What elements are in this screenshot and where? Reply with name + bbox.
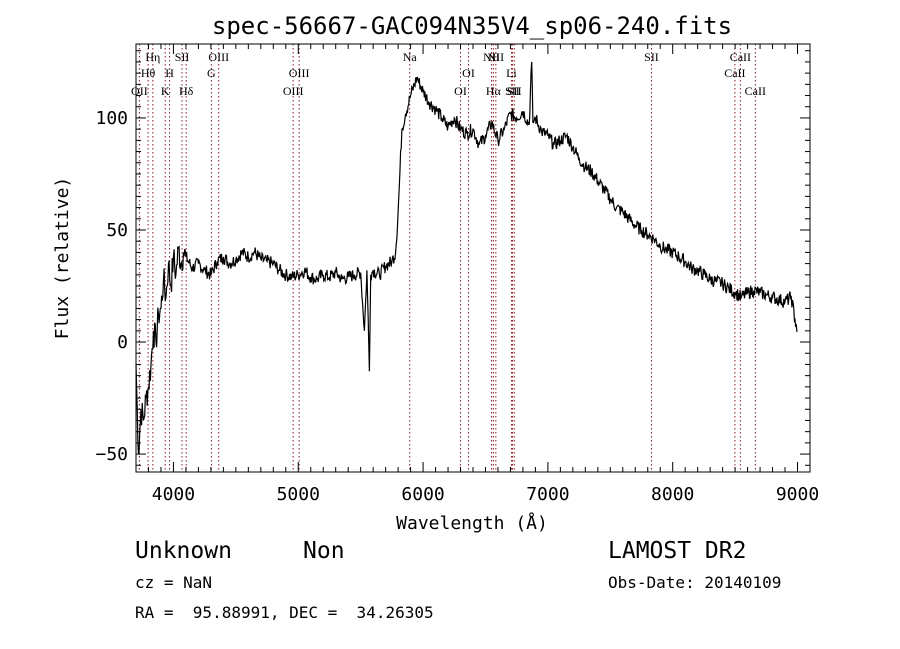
line-marker-label: SII: [505, 84, 520, 98]
y-tick-label: 50: [106, 220, 128, 241]
line-marker-label: Li: [506, 66, 517, 80]
line-marker-label: SII: [644, 50, 659, 64]
line-marker-label: OIII: [289, 66, 310, 80]
line-marker-label: CaII: [724, 66, 745, 80]
spectral-line-labels: OIIHθHηKHSIIHδGOIIIOIIIOIIINaOIOINIIHαNI…: [131, 50, 766, 98]
line-marker-label: NII: [483, 50, 500, 64]
line-marker-label: CaII: [745, 84, 766, 98]
line-marker-label: OI: [454, 84, 467, 98]
y-tick-label: 0: [117, 332, 128, 353]
line-marker-label: OIII: [208, 50, 229, 64]
line-marker-label: Hθ: [141, 66, 156, 80]
subclass-label: Non: [303, 538, 345, 564]
axis-tick-labels: 4000 5000 6000 7000 8000 9000 −50 0 50 100: [95, 108, 819, 505]
y-axis-label: Flux (relative): [52, 177, 73, 340]
x-tick-label: 7000: [526, 484, 569, 505]
line-marker-label: Hδ: [179, 84, 194, 98]
x-tick-label: 8000: [651, 484, 694, 505]
line-marker-label: Hα: [486, 84, 502, 98]
line-marker-label: H: [165, 66, 174, 80]
y-tick-label: 100: [95, 108, 128, 129]
line-marker-label: G: [207, 66, 216, 80]
axis-ticks: [135, 44, 811, 472]
x-axis-label: Wavelength (Å): [396, 512, 548, 534]
coordinates-text: RA = 95.88991, DEC = 34.26305: [135, 603, 434, 622]
x-tick-label: 5000: [277, 484, 320, 505]
line-marker-label: CaII: [730, 50, 751, 64]
line-marker-label: NII: [488, 50, 505, 64]
x-tick-label: 9000: [776, 484, 819, 505]
line-marker-label: OI: [462, 66, 475, 80]
obs-date-text: Obs-Date: 20140109: [608, 573, 782, 592]
chart-title: spec-56667-GAC094N35V4_sp06-240.fits: [212, 12, 732, 40]
survey-label: LAMOST DR2: [608, 538, 747, 564]
line-marker-label: K: [161, 84, 170, 98]
class-label: Unknown: [135, 538, 232, 564]
spectrum-line: [135, 61, 798, 455]
x-tick-label: 4000: [152, 484, 195, 505]
line-marker-label: Na: [403, 50, 418, 64]
redshift-text: cz = NaN: [135, 573, 213, 592]
x-tick-label: 6000: [401, 484, 444, 505]
line-marker-label: Hη: [145, 50, 160, 64]
line-marker-label: OII: [131, 84, 148, 98]
line-marker-label: SII: [175, 50, 190, 64]
y-tick-label: −50: [95, 444, 128, 465]
line-marker-label: SII: [507, 84, 522, 98]
spectral-line-markers: [138, 44, 756, 472]
line-marker-label: OIII: [283, 84, 304, 98]
